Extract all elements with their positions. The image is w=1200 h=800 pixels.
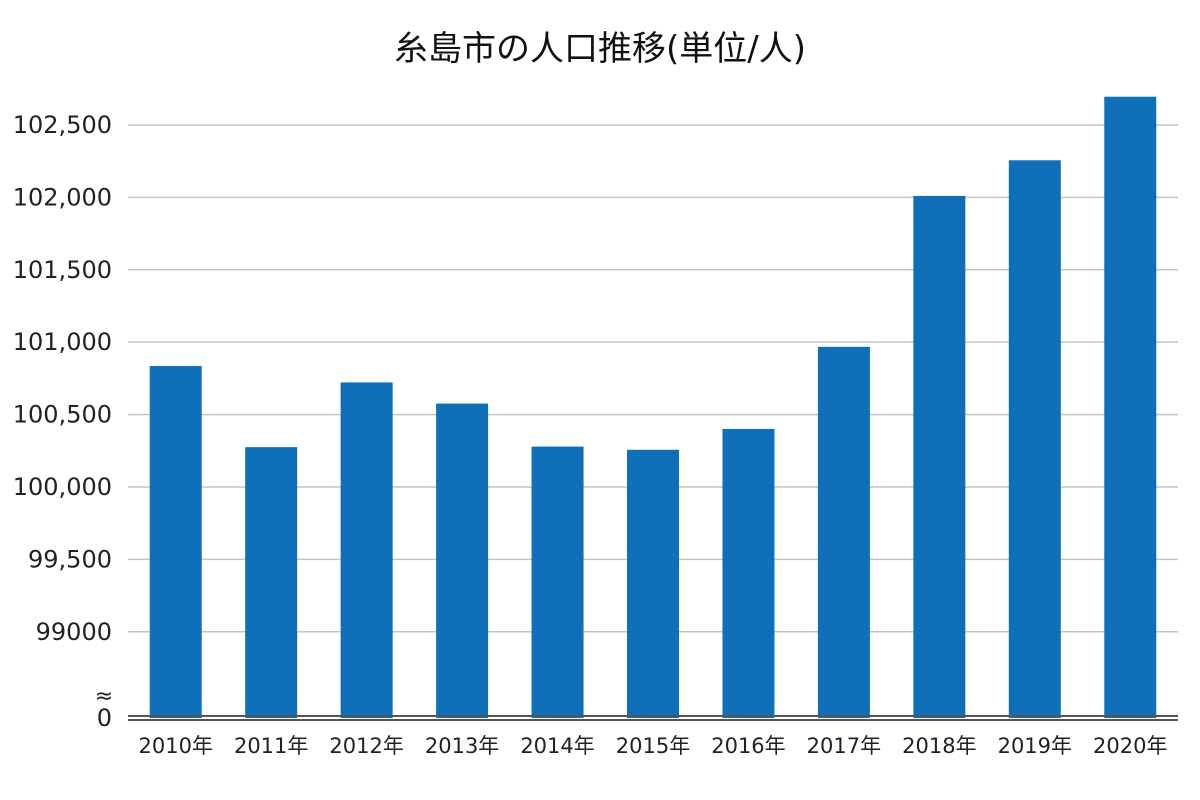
y-tick-label: 101,500 bbox=[13, 256, 112, 284]
bar-2013年 bbox=[436, 403, 489, 718]
y-tick-label: 101,000 bbox=[13, 328, 112, 356]
y-tick-label: 99,500 bbox=[28, 545, 112, 573]
bar-2014年 bbox=[531, 446, 584, 718]
bar-2015年 bbox=[627, 449, 679, 718]
bar-2019年 bbox=[1008, 160, 1061, 718]
y-tick-label: 102,000 bbox=[13, 183, 112, 211]
bar-2011年 bbox=[245, 447, 298, 718]
x-tick-label: 2014年 bbox=[520, 734, 594, 758]
axis-break-mark: ≈ bbox=[95, 684, 113, 709]
bar-2010年 bbox=[149, 366, 202, 718]
bar-2018年 bbox=[913, 195, 966, 718]
x-tick-label: 2018年 bbox=[902, 734, 976, 758]
y-tick-label: 99000 bbox=[36, 618, 112, 646]
x-tick-label: 2012年 bbox=[329, 734, 403, 758]
x-tick-label: 2013年 bbox=[425, 734, 499, 758]
x-tick-label: 2010年 bbox=[139, 734, 213, 758]
bars bbox=[149, 96, 1157, 718]
x-tick-label: 2017年 bbox=[807, 734, 881, 758]
y-axis: 99000 99,500 100,000 100,500 101,000 101,500 1… bbox=[13, 111, 113, 732]
chart-title: 糸島市の人口推移(単位/人) bbox=[394, 29, 806, 69]
x-tick-label: 2016年 bbox=[711, 734, 785, 758]
bar-2017年 bbox=[817, 346, 870, 718]
bar-2020年 bbox=[1104, 96, 1157, 718]
y-tick-label: 100,000 bbox=[13, 473, 112, 501]
x-tick-label: 2015年 bbox=[616, 734, 690, 758]
bar-2016年 bbox=[722, 428, 775, 718]
y-baseline-label: 0 bbox=[97, 704, 112, 732]
y-tick-label: 100,500 bbox=[13, 401, 112, 429]
x-tick-label: 2011年 bbox=[234, 734, 308, 758]
y-tick-label: 102,500 bbox=[13, 111, 112, 139]
bar-2012年 bbox=[340, 382, 393, 718]
x-tick-label: 2019年 bbox=[998, 734, 1072, 758]
x-tick-label: 2020年 bbox=[1093, 734, 1167, 758]
x-axis: 2010年 2011年 2012年 2013年 2014年 2015年 2016年 2017年… bbox=[128, 715, 1178, 758]
